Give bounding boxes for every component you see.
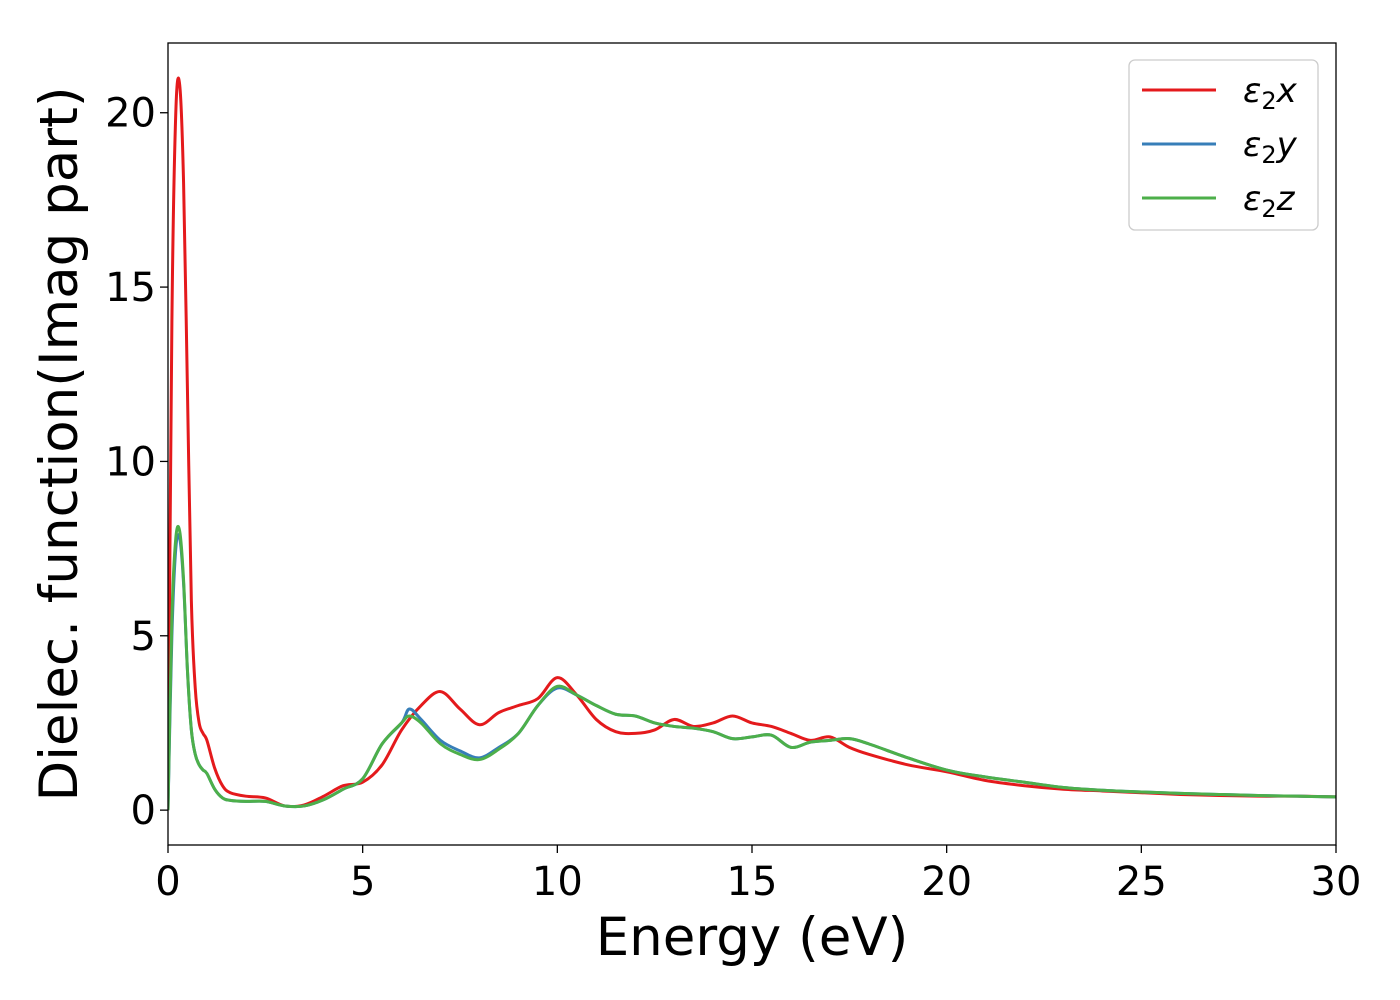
tick-layer: 0 5 10 15 20 25 30 0 5 10 15 20 [105, 91, 1361, 905]
x-tick-label: 30 [1311, 859, 1362, 905]
x-tick-label: 15 [727, 859, 778, 905]
y-tick-label: 0 [131, 788, 156, 834]
x-tick-label: 0 [155, 859, 180, 905]
x-axis-title: Energy (eV) [596, 907, 909, 968]
y-tick-label: 10 [105, 439, 156, 485]
series-line-x [168, 76, 1336, 811]
legend-label-z: ε2z [1243, 179, 1296, 223]
x-tick-label: 10 [532, 859, 583, 905]
series-layer [168, 76, 1336, 811]
legend-box [1128, 59, 1319, 231]
series-line-y [168, 533, 1336, 811]
x-tick-label: 5 [350, 859, 375, 905]
x-tick-label: 25 [1116, 859, 1167, 905]
series-line-z [168, 524, 1336, 811]
x-tick-label: 20 [921, 859, 972, 905]
y-tick-label: 5 [131, 614, 156, 660]
y-tick-label: 15 [105, 265, 156, 311]
legend-label-y: ε2y [1243, 125, 1298, 169]
legend-label-x: ε2x [1243, 71, 1298, 115]
y-axis-title: Dielec. function(Imag part) [29, 86, 90, 801]
legend: ε2x ε2y ε2z [1128, 59, 1319, 231]
y-tick-label: 20 [105, 91, 156, 137]
